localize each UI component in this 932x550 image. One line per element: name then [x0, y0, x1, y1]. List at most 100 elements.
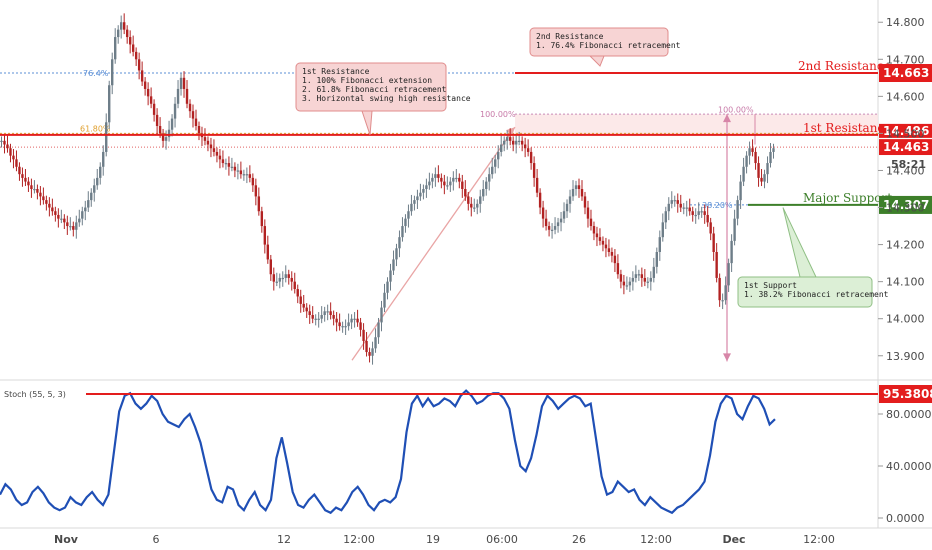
candle-body [455, 177, 458, 180]
candle-body [272, 274, 275, 282]
candle-body [667, 203, 670, 212]
price-tick-label: 14.300 [886, 202, 925, 215]
candle-body [215, 151, 219, 156]
stoch-line [0, 389, 776, 515]
candle-body [39, 192, 42, 197]
candle-body [278, 277, 281, 282]
candle-body [742, 166, 745, 182]
candle-body [323, 311, 326, 315]
candle-body [565, 203, 569, 212]
candle-body [467, 196, 470, 204]
candle-body [583, 196, 587, 208]
price-panel[interactable] [0, 0, 878, 378]
candle-body [646, 281, 650, 283]
candle-body [661, 222, 664, 238]
fib-618-label: 61.80% [80, 124, 111, 133]
candle-body [544, 218, 548, 227]
candle-body [347, 322, 350, 327]
candle-body [529, 151, 533, 164]
candle-body [721, 300, 724, 302]
candle-body [616, 263, 620, 275]
fib-382-label: 38.20% [702, 201, 733, 210]
candle-body [245, 174, 249, 176]
time-tick-label: 12:00 [640, 533, 672, 546]
candle-body [520, 140, 524, 145]
sup1-note-pointer [782, 207, 817, 278]
candle-body [730, 240, 733, 264]
candle-body [311, 315, 314, 319]
candle-body [682, 207, 685, 209]
candle-body [410, 203, 413, 212]
candle-body [197, 126, 201, 134]
candle-body [449, 181, 452, 186]
candle-body [111, 59, 114, 86]
candle-body [377, 322, 380, 338]
major_support-tag [879, 195, 932, 214]
current_price-tag-value: 14.463 [883, 140, 929, 154]
candle-body [263, 226, 267, 245]
candle-body [389, 270, 392, 282]
candle-body [398, 237, 401, 249]
fib-764-label: 76.4% [83, 69, 109, 78]
candle-body [3, 140, 6, 145]
candle-body [553, 226, 557, 230]
candle-body [158, 126, 162, 134]
fib-100-label-b: 100.00% [718, 106, 754, 115]
candle-body [69, 226, 72, 228]
countdown-bg [879, 155, 932, 173]
res1-note-line: 3. Horizontal swing high resistance [302, 94, 471, 103]
candle-body [281, 277, 284, 280]
candle-body [446, 185, 449, 187]
candle-body [640, 274, 644, 278]
price-tick-label: 14.500 [886, 127, 925, 140]
candle-body [42, 196, 45, 201]
candle-body [302, 303, 305, 308]
candle-body [458, 177, 461, 182]
candle-body [251, 177, 255, 186]
candle-body [652, 266, 656, 278]
candle-body [221, 159, 225, 164]
candle-body [203, 137, 207, 141]
candle-body [511, 140, 515, 145]
candle-body [87, 200, 90, 208]
candle-body [72, 226, 75, 230]
candle-body [562, 211, 566, 219]
candle-body [341, 326, 344, 328]
candle-body [413, 200, 416, 204]
price-tick-label: 13.900 [886, 350, 925, 363]
candle-body [736, 200, 739, 219]
candle-body [538, 192, 542, 208]
res1-note-title: 1st Resistance [302, 67, 370, 76]
candle-body [332, 315, 335, 319]
candle-body [676, 200, 679, 204]
candle-body [610, 252, 614, 256]
stoch-tick-label: 0.0000 [886, 512, 925, 525]
candle-body [757, 163, 760, 178]
candle-body [404, 218, 407, 227]
candle-body [598, 237, 602, 241]
candle-body [703, 211, 706, 215]
time-tick-label: Nov [54, 533, 79, 546]
candle-body [407, 211, 410, 219]
candle-body [368, 352, 371, 356]
candle-body [335, 318, 338, 323]
price-tick-label: 14.800 [886, 16, 925, 29]
time-tick-label: 12 [277, 533, 291, 546]
candle-body [434, 174, 437, 178]
candle-body [188, 103, 192, 112]
candle-body [691, 211, 694, 215]
candle-body [296, 289, 299, 297]
fib-100-zone [515, 114, 878, 135]
candle-body [365, 340, 368, 353]
candle-body [485, 181, 488, 189]
current_price-tag [879, 139, 932, 156]
candle-body [739, 181, 742, 201]
candle-body [155, 114, 159, 126]
candle-body [51, 207, 54, 212]
candle-body [18, 166, 21, 175]
candle-body [535, 177, 539, 193]
countdown-value: 58:21 [891, 158, 926, 171]
candle-body [697, 211, 700, 215]
candle-body [464, 189, 467, 197]
